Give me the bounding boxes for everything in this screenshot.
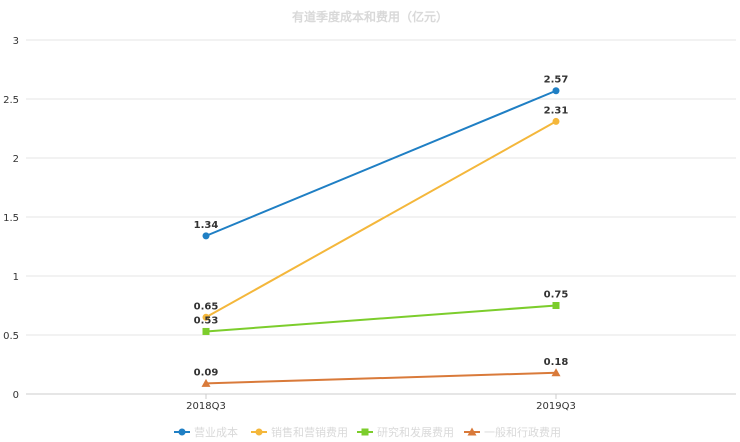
- data-label: 0.75: [544, 290, 569, 301]
- y-tick-label: 0.5: [3, 331, 19, 342]
- series-group: [201, 87, 561, 387]
- x-tick-label: 2018Q3: [186, 401, 226, 412]
- legend-item[interactable]: 营业成本: [174, 425, 238, 439]
- data-label: 1.34: [194, 220, 219, 231]
- y-tick-label: 1: [13, 272, 19, 283]
- legend[interactable]: 营业成本 销售和营销费用 研究和发展费用 一般和行政费用: [174, 425, 561, 439]
- data-label: 0.09: [194, 367, 219, 378]
- y-axis-ticks: 0 0.5 1 1.5 2 2.5 3: [3, 36, 19, 401]
- data-point[interactable]: [552, 87, 560, 95]
- series-line: [205, 120, 557, 319]
- series-line: [205, 304, 557, 333]
- y-tick-label: 1.5: [3, 213, 19, 224]
- data-point[interactable]: [552, 302, 560, 309]
- data-labels: 1.34 2.57 0.65 2.31 0.53 0.75 0.09 0.18: [194, 75, 569, 379]
- legend-label: 一般和行政费用: [484, 425, 561, 439]
- data-point[interactable]: [201, 378, 211, 387]
- x-axis: 2018Q3 2019Q3: [186, 394, 576, 412]
- legend-marker: [361, 428, 369, 436]
- data-point[interactable]: [202, 327, 210, 335]
- series-line: [205, 371, 557, 385]
- y-tick-label: 0: [13, 390, 19, 401]
- x-tick-label: 2019Q3: [536, 401, 576, 412]
- y-tick-label: 2.5: [3, 95, 19, 106]
- data-label: 0.53: [194, 315, 219, 326]
- data-label: 0.65: [194, 301, 219, 312]
- legend-label: 研究和发展费用: [377, 425, 454, 439]
- y-tick-label: 2: [13, 154, 19, 165]
- legend-label: 销售和营销费用: [271, 425, 348, 439]
- data-label: 2.31: [544, 105, 569, 116]
- grid-lines: [26, 39, 736, 395]
- data-point[interactable]: [551, 368, 561, 377]
- data-point[interactable]: [202, 232, 210, 240]
- data-point[interactable]: [552, 117, 560, 125]
- legend-item[interactable]: 研究和发展费用: [357, 425, 454, 439]
- legend-marker: [467, 427, 477, 436]
- legend-marker: [255, 428, 263, 436]
- series-line: [205, 89, 557, 237]
- y-tick-label: 3: [13, 36, 19, 47]
- chart-title: 有道季度成本和费用（亿元）: [292, 9, 448, 24]
- data-point[interactable]: [202, 313, 210, 321]
- legend-item[interactable]: 销售和营销费用: [251, 425, 348, 439]
- legend-marker: [178, 428, 186, 436]
- legend-item[interactable]: 一般和行政费用: [464, 425, 561, 439]
- legend-label: 营业成本: [194, 425, 238, 439]
- data-label: 2.57: [544, 75, 569, 86]
- data-label: 0.18: [544, 357, 569, 368]
